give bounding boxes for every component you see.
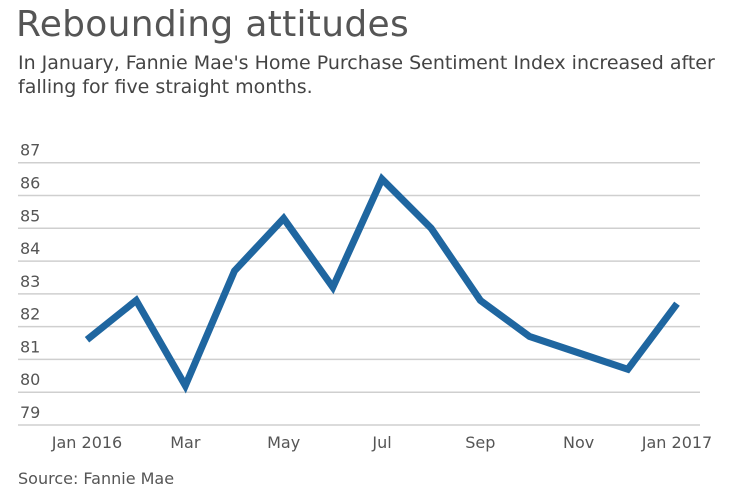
series-line: [84, 173, 680, 394]
y-tick-label: 85: [20, 206, 40, 225]
x-tick-label: May: [267, 433, 300, 452]
x-tick-label: Jan 2017: [641, 433, 712, 452]
x-tick-label: Jan 2016: [51, 433, 122, 452]
y-tick-label: 79: [20, 403, 40, 422]
y-tick-label: 82: [20, 305, 40, 324]
y-tick-label: 81: [20, 337, 40, 356]
y-tick-label: 80: [20, 370, 40, 389]
x-tick-label: Nov: [563, 433, 594, 452]
x-tick-label: Jul: [371, 433, 391, 452]
y-tick-label: 87: [20, 141, 40, 160]
x-tick-label: Mar: [170, 433, 201, 452]
y-tick-label: 84: [20, 239, 40, 258]
y-tick-label: 86: [20, 173, 40, 192]
source-note: Source: Fannie Mae: [18, 469, 175, 488]
x-tick-label: Sep: [465, 433, 495, 452]
y-tick-label: 83: [20, 272, 40, 291]
chart-subtitle: In January, Fannie Mae's Home Purchase S…: [18, 52, 715, 98]
chart-title: Rebounding attitudes: [16, 4, 409, 45]
